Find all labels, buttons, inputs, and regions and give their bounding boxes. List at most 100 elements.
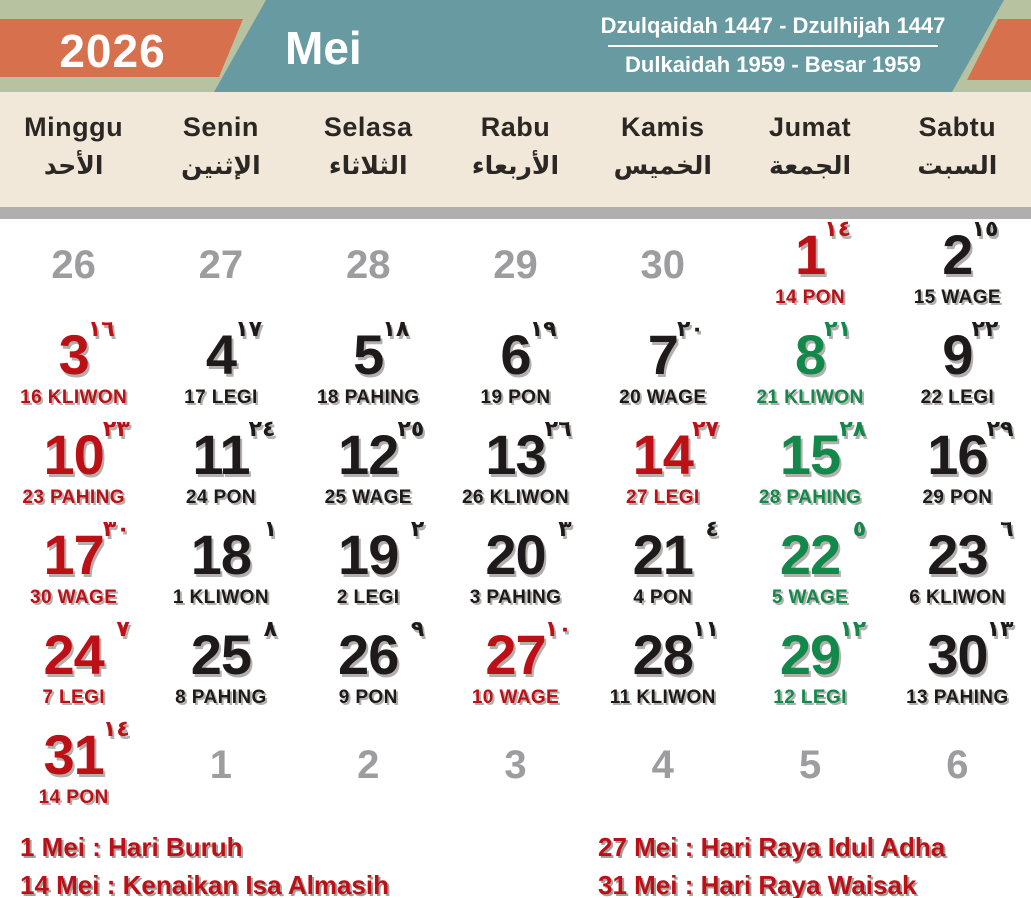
day-cell: 28 ١١ 11 KLIWON <box>589 617 736 721</box>
day-number: 2 ١٥ <box>942 217 999 286</box>
day-cell: 31 ١٤ 14 PON <box>0 717 147 821</box>
weekday-header-sabtu: Sabtu السبت <box>884 92 1031 207</box>
weekday-header-senin: Senin الإثنين <box>147 92 294 207</box>
javanese-date-label: 14 PON <box>38 787 109 808</box>
holiday-note: 31 Mei : Hari Raya Waisak <box>598 870 917 898</box>
day-number: 23 ٦ <box>927 517 1014 586</box>
day-cell: 19 ٢ 2 LEGI <box>295 517 442 621</box>
adjacent-day-cell: 3 <box>442 721 589 821</box>
hijri-day-superscript: ٢١ <box>824 317 852 342</box>
adjacent-day-cell: 28 <box>295 221 442 321</box>
day-number: 18 ١ <box>190 517 278 586</box>
javanese-month-range: Dulkaidah 1959 - Besar 1959 <box>625 52 921 77</box>
day-cell: 13 ٢٦ 26 KLIWON <box>442 419 589 521</box>
hijri-day-superscript: ١ <box>263 517 278 542</box>
day-cell: 4 ١٧ 17 LEGI <box>147 317 294 421</box>
weekday-header-selasa: Selasa الثلاثاء <box>295 92 442 207</box>
day-number: 17 ٣٠ <box>43 517 130 586</box>
javanese-date-label: 24 PON <box>185 487 256 508</box>
day-number: 28 ١١ <box>632 617 719 686</box>
adjacent-day-cell: 29 <box>442 221 589 321</box>
javanese-date-label: 28 PAHING <box>758 487 862 508</box>
javanese-date-label: 23 PAHING <box>22 487 125 508</box>
day-cell: 9 ٢٢ 22 LEGI <box>884 317 1031 421</box>
javanese-date-label: 3 PAHING <box>469 587 562 608</box>
day-number: 21 ٤ <box>632 517 719 586</box>
hijri-day-superscript: ١١ <box>692 617 719 642</box>
hijri-day-superscript: ١٧ <box>235 317 262 342</box>
calendar-grid: 26 27 28 29 30 1 ١٤ 14 PON 2 ١٥ 15 WAGE 3 ١٦ 16 KLIWO… <box>0 219 1031 821</box>
javanese-date-label: 2 LEGI <box>336 587 400 608</box>
hijri-day-superscript: ٨ <box>263 617 278 642</box>
day-cell: 15 ٢٨ 28 PAHING <box>736 419 883 521</box>
hijri-day-superscript: ٥ <box>852 517 867 542</box>
day-cell: 7 ٢٠ 20 WAGE <box>589 319 736 421</box>
day-number: 3 ١٦ <box>58 317 115 386</box>
javanese-date-label: 16 KLIWON <box>20 387 128 408</box>
weekday-arabic-name: السبت <box>917 151 998 180</box>
weekday-arabic-name: الإثنين <box>181 151 261 180</box>
day-cell: 23 ٦ 6 KLIWON <box>884 517 1031 621</box>
day-cell: 3 ١٦ 16 KLIWON <box>0 317 147 421</box>
day-number: 20 ٣ <box>485 517 572 586</box>
holiday-note: 14 Mei : Kenaikan Isa Almasih <box>20 870 389 898</box>
hijri-day-superscript: ٢ <box>410 517 425 542</box>
adjacent-day-cell: 6 <box>884 721 1031 821</box>
holiday-notes: 1 Mei : Hari Buruh 14 Mei : Kenaikan Isa … <box>0 821 1031 898</box>
day-number: 31 ١٤ <box>43 717 130 786</box>
hijri-day-superscript: ١٦ <box>87 317 115 342</box>
day-cell: 1 ١٤ 14 PON <box>736 219 883 321</box>
javanese-date-label: 29 PON <box>922 487 993 508</box>
hijri-day-superscript: ٢٤ <box>248 417 276 442</box>
hijri-day-superscript: ١٢ <box>839 617 867 642</box>
day-cell: 18 ١ 1 KLIWON <box>147 517 294 621</box>
javanese-date-label: 19 PON <box>480 387 551 408</box>
day-cell: 16 ٢٩ 29 PON <box>884 419 1031 521</box>
javanese-date-label: 27 LEGI <box>626 487 700 508</box>
hijri-day-superscript: ١٤ <box>102 717 130 742</box>
adjacent-day-number: 26 <box>51 243 96 287</box>
weekday-arabic-name: الخميس <box>613 151 712 180</box>
hijri-day-superscript: ٦ <box>1000 517 1014 542</box>
hijri-day-superscript: ١٣ <box>986 617 1014 642</box>
javanese-date-label: 25 WAGE <box>324 487 412 508</box>
day-cell: 20 ٣ 3 PAHING <box>442 517 589 621</box>
holiday-note: 1 Mei : Hari Buruh <box>20 832 243 862</box>
javanese-date-label: 17 LEGI <box>184 387 258 408</box>
adjacent-day-number: 5 <box>798 743 822 787</box>
adjacent-day-cell: 30 <box>589 221 736 321</box>
day-cell: 22 ٥ 5 WAGE <box>736 517 883 621</box>
javanese-date-label: 30 WAGE <box>30 587 118 608</box>
day-number: 19 ٢ <box>338 517 425 586</box>
hijri-day-superscript: ١٩ <box>529 317 557 342</box>
javanese-date-label: 10 WAGE <box>471 687 560 708</box>
adjacent-day-cell: 27 <box>147 221 294 321</box>
javanese-date-label: 14 PON <box>775 287 846 308</box>
holiday-note: 27 Mei : Hari Raya Idul Adha <box>598 832 946 862</box>
adjacent-day-number: 28 <box>345 243 391 287</box>
hijri-day-superscript: ٧ <box>116 617 130 642</box>
javanese-date-label: 5 WAGE <box>771 587 849 608</box>
header-banner: 2026 Mei Dzulqaidah 1447 - Dzulhijah 144… <box>0 0 1031 92</box>
javanese-date-label: 13 PAHING <box>906 687 1009 708</box>
weekday-name: Minggu <box>24 112 124 142</box>
weekday-name: Jumat <box>769 112 852 142</box>
javanese-date-label: 20 WAGE <box>619 387 707 408</box>
day-cell: 24 ٧ 7 LEGI <box>0 617 147 721</box>
day-number: 22 ٥ <box>779 517 867 586</box>
javanese-date-label: 12 LEGI <box>773 687 847 708</box>
day-cell: 17 ٣٠ 30 WAGE <box>0 517 147 621</box>
day-number: 12 ٢٥ <box>338 417 425 486</box>
hijri-day-superscript: ٩ <box>410 617 425 642</box>
javanese-date-label: 21 KLIWON <box>756 387 864 408</box>
day-number: 5 ١٨ <box>353 317 410 386</box>
day-number: 29 ١٢ <box>779 617 867 686</box>
day-cell: 5 ١٨ 18 PAHING <box>295 317 442 421</box>
day-cell: 14 ٢٧ 27 LEGI <box>589 419 736 521</box>
day-cell: 8 ٢١ 21 KLIWON <box>736 317 883 421</box>
day-cell: 10 ٢٣ 23 PAHING <box>0 417 147 521</box>
day-number: 10 ٢٣ <box>43 417 130 486</box>
hijri-day-superscript: ٢٥ <box>397 417 425 442</box>
day-number: 9 ٢٢ <box>942 317 999 386</box>
day-number: 24 ٧ <box>43 617 130 686</box>
